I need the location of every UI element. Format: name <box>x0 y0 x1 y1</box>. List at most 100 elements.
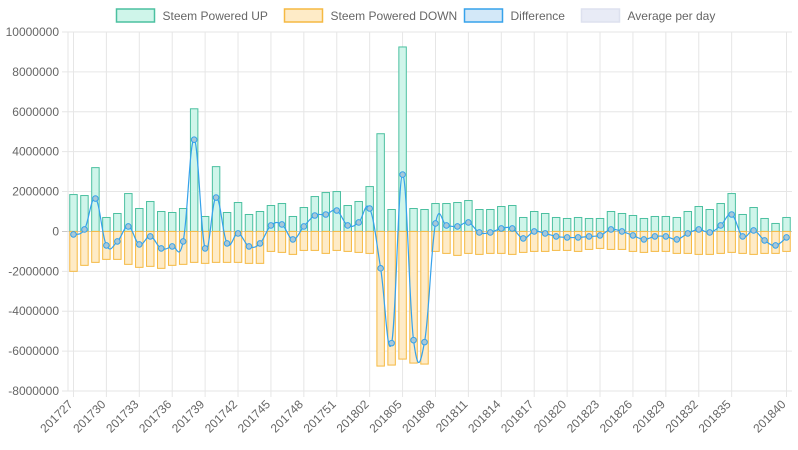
bar-powered-down[interactable] <box>420 230 429 365</box>
difference-point[interactable] <box>125 223 132 230</box>
difference-point[interactable] <box>476 229 483 236</box>
bar-powered-down[interactable] <box>255 230 265 264</box>
difference-point[interactable] <box>541 230 549 237</box>
bar-powered-down[interactable] <box>519 230 528 253</box>
difference-point[interactable] <box>432 220 439 227</box>
difference-point[interactable] <box>519 235 527 242</box>
legend-item[interactable]: Average per day <box>580 8 716 23</box>
bar-powered-down[interactable] <box>453 230 462 256</box>
bar-powered-up[interactable] <box>650 215 660 232</box>
difference-point[interactable] <box>157 245 165 252</box>
bar-powered-down[interactable] <box>628 230 638 252</box>
bar-powered-up[interactable] <box>672 216 682 232</box>
bar-powered-down[interactable] <box>343 230 352 252</box>
bar-powered-down[interactable] <box>146 230 155 267</box>
bar-powered-down[interactable] <box>442 230 451 254</box>
bar-powered-up[interactable] <box>705 209 714 232</box>
bar-powered-down[interactable] <box>508 230 517 255</box>
bar-powered-down[interactable] <box>332 230 341 251</box>
bar-powered-up[interactable] <box>464 200 473 232</box>
bar-powered-down[interactable] <box>211 230 221 263</box>
difference-point[interactable] <box>673 236 681 243</box>
bar-powered-up[interactable] <box>584 217 594 232</box>
difference-point[interactable] <box>256 240 264 247</box>
difference-point[interactable] <box>465 219 472 226</box>
bar-powered-down[interactable] <box>562 230 572 251</box>
difference-point[interactable] <box>607 226 615 233</box>
bar-powered-up[interactable] <box>760 217 769 232</box>
bar-powered-down[interactable] <box>464 230 473 254</box>
difference-point[interactable] <box>333 207 341 214</box>
bar-powered-up[interactable] <box>113 212 122 232</box>
bar-powered-up[interactable] <box>639 217 649 232</box>
difference-point[interactable] <box>70 231 77 238</box>
difference-point[interactable] <box>585 233 593 240</box>
difference-point[interactable] <box>399 171 406 178</box>
difference-point[interactable] <box>92 195 99 202</box>
difference-point[interactable] <box>366 205 373 212</box>
bar-powered-down[interactable] <box>650 230 660 252</box>
bar-powered-up[interactable] <box>167 211 177 232</box>
bar-powered-up[interactable] <box>573 216 583 232</box>
bar-powered-up[interactable] <box>782 216 791 232</box>
bar-powered-up[interactable] <box>519 216 528 232</box>
bar-powered-up[interactable] <box>475 209 484 232</box>
difference-point[interactable] <box>223 240 231 247</box>
difference-point[interactable] <box>454 223 461 230</box>
difference-point[interactable] <box>761 237 768 244</box>
difference-point[interactable] <box>662 233 670 240</box>
bar-powered-up[interactable] <box>486 209 495 232</box>
bar-powered-up[interactable] <box>409 208 418 232</box>
difference-point[interactable] <box>388 339 395 347</box>
bar-powered-down[interactable] <box>738 230 747 254</box>
legend-item[interactable]: Steem Powered DOWN <box>283 8 458 23</box>
difference-point[interactable] <box>618 228 626 235</box>
difference-point[interactable] <box>574 234 582 241</box>
bar-powered-up[interactable] <box>738 213 747 232</box>
bar-powered-up[interactable] <box>255 211 265 232</box>
difference-point[interactable] <box>245 243 253 250</box>
bar-powered-up[interactable] <box>661 215 671 232</box>
bar-powered-down[interactable] <box>113 230 122 260</box>
bar-powered-up[interactable] <box>233 202 243 232</box>
legend-item[interactable]: Difference <box>463 8 566 23</box>
bar-powered-up[interactable] <box>135 208 144 232</box>
bar-powered-down[interactable] <box>178 230 188 265</box>
bar-powered-down[interactable] <box>189 230 199 263</box>
bar-powered-up[interactable] <box>540 212 550 232</box>
bar-powered-down[interactable] <box>584 230 594 250</box>
bar-powered-down[interactable] <box>310 230 320 251</box>
bar-powered-up[interactable] <box>628 214 638 232</box>
difference-point[interactable] <box>443 222 450 229</box>
difference-point[interactable] <box>146 233 154 240</box>
bar-powered-down[interactable] <box>551 230 561 251</box>
bar-powered-up[interactable] <box>354 201 363 232</box>
bar-powered-down[interactable] <box>80 230 89 266</box>
difference-point[interactable] <box>234 230 242 237</box>
bar-powered-down[interactable] <box>398 230 407 360</box>
bar-powered-up[interactable] <box>420 209 429 232</box>
difference-point[interactable] <box>530 228 538 235</box>
difference-point[interactable] <box>81 226 88 233</box>
bar-powered-down[interactable] <box>288 230 298 255</box>
bar-powered-down[interactable] <box>277 230 287 253</box>
legend-item[interactable]: Steem Powered UP <box>115 8 268 23</box>
difference-point[interactable] <box>706 229 714 236</box>
bar-powered-down[interactable] <box>727 230 736 253</box>
difference-point[interactable] <box>508 225 516 232</box>
bar-powered-down[interactable] <box>595 230 605 249</box>
bar-powered-down[interactable] <box>222 230 232 263</box>
difference-point[interactable] <box>651 233 659 240</box>
bar-powered-up[interactable] <box>189 108 199 232</box>
bar-powered-up[interactable] <box>80 195 89 232</box>
bar-powered-down[interactable] <box>135 230 144 268</box>
difference-point[interactable] <box>136 241 143 248</box>
difference-point[interactable] <box>563 234 571 241</box>
bar-powered-down[interactable] <box>124 230 133 265</box>
bar-powered-down[interactable] <box>266 230 276 252</box>
bar-powered-down[interactable] <box>299 230 309 251</box>
bar-powered-up[interactable] <box>69 194 78 232</box>
difference-point[interactable] <box>739 233 746 240</box>
bar-powered-down[interactable] <box>321 230 331 254</box>
difference-point[interactable] <box>684 230 692 237</box>
